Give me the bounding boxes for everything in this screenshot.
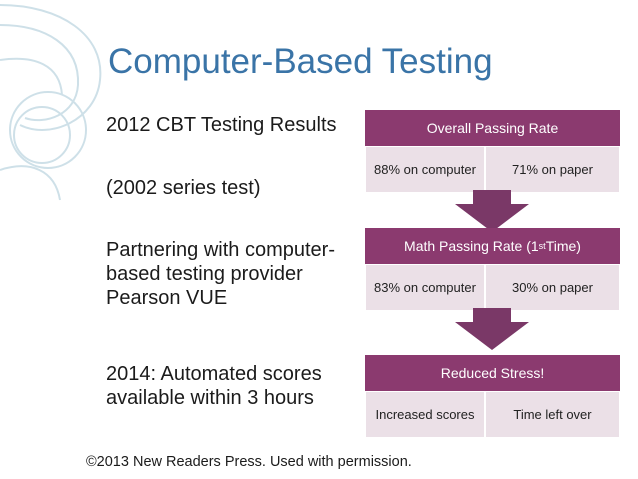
slide-title: Computer-Based Testing	[108, 42, 493, 81]
stage-overall-passing-title: Overall Passing Rate	[365, 110, 620, 146]
stage-overall-passing: Overall Passing Rate 88% on computer 71%…	[365, 110, 620, 193]
math-title-text: Math Passing Rate (1	[404, 238, 539, 254]
down-arrow-icon	[455, 190, 529, 232]
math-paper-cell: 30% on paper	[485, 264, 620, 311]
bullet-series-test: (2002 series test)	[106, 177, 261, 199]
stage-math-passing-title: Math Passing Rate (1 st Time)	[365, 228, 620, 264]
overall-computer-cell: 88% on computer	[365, 146, 485, 193]
down-arrow-icon	[455, 308, 529, 350]
stage-reduced-stress: Reduced Stress! Increased scores Time le…	[365, 355, 620, 438]
copyright-footer: ©2013 New Readers Press. Used with permi…	[86, 454, 412, 470]
stage-reduced-stress-title: Reduced Stress!	[365, 355, 620, 391]
overall-paper-cell: 71% on paper	[485, 146, 620, 193]
stress-scores-cell: Increased scores	[365, 391, 485, 438]
math-title-end: Time)	[545, 238, 581, 254]
decorative-swirl	[0, 4, 102, 201]
stress-time-cell: Time left over	[485, 391, 620, 438]
bullet-cbt-results: 2012 CBT Testing Results	[106, 114, 337, 136]
bullet-pearson-vue: Partnering with computer-based testing p…	[106, 239, 335, 309]
math-computer-cell: 83% on computer	[365, 264, 485, 311]
stage-math-passing: Math Passing Rate (1 st Time) 83% on comp…	[365, 228, 620, 311]
bullet-automated-scores: 2014: Automated scores available within …	[106, 363, 322, 409]
